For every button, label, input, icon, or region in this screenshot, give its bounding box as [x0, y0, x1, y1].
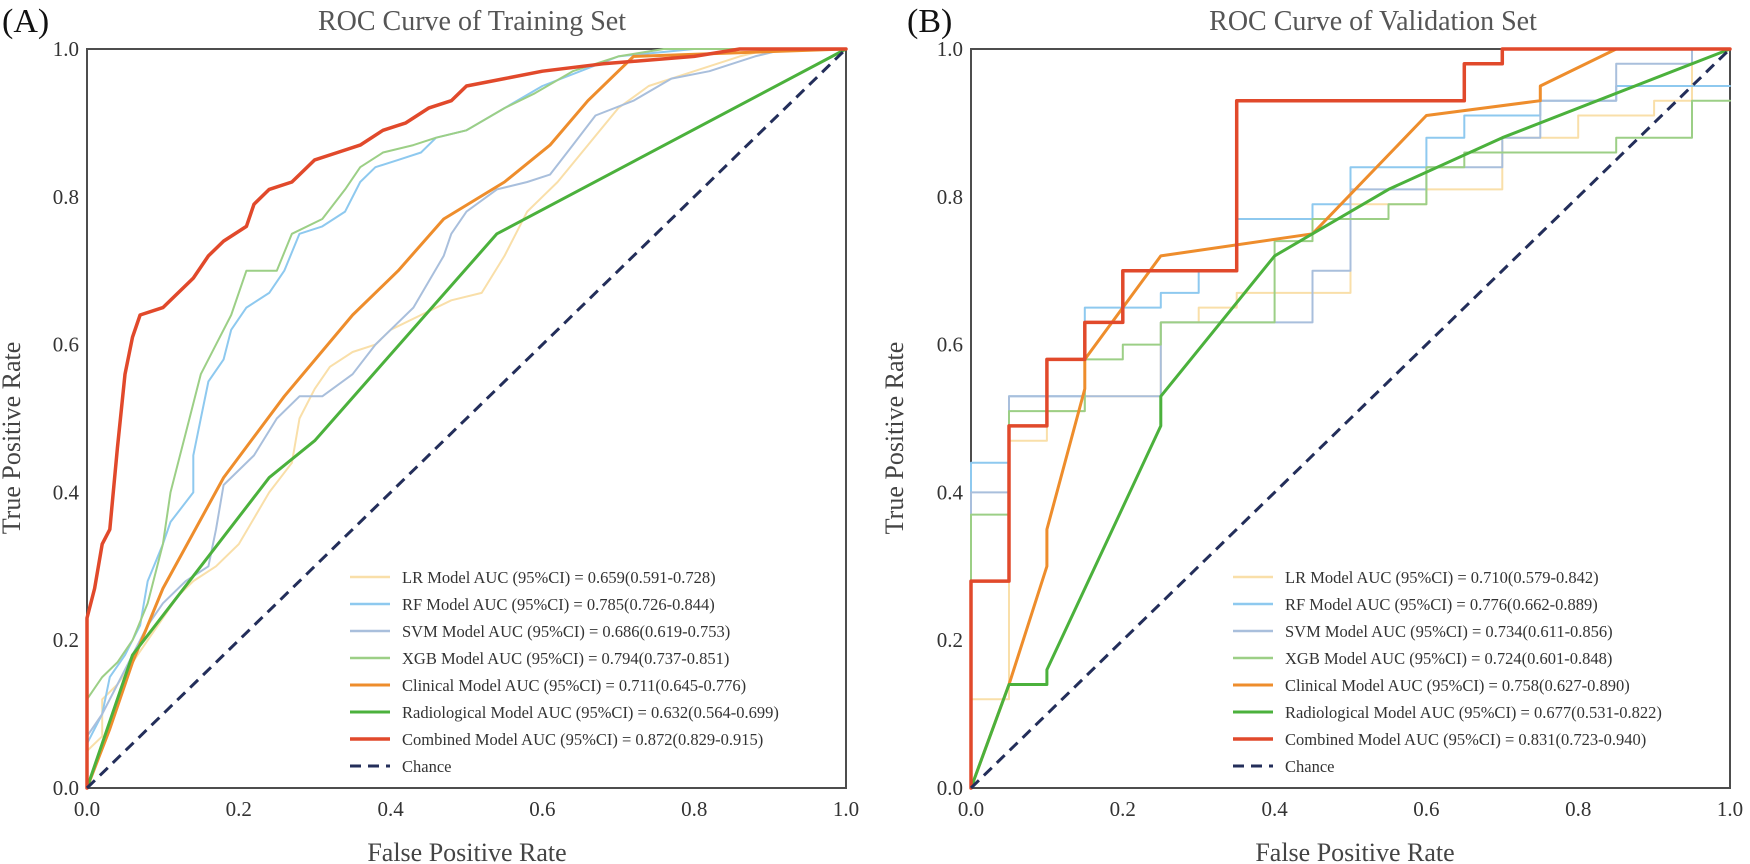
- x-tick-label: 0.0: [958, 797, 984, 821]
- legend-label-clinical: Clinical Model AUC (95%CI) = 0.758(0.627…: [1285, 676, 1630, 695]
- y-tick-label: 0.8: [937, 185, 963, 209]
- legend-label-svm: SVM Model AUC (95%CI) = 0.734(0.611-0.85…: [1285, 622, 1613, 641]
- training-roc-panel: (A) ROC Curve of Training Set False Posi…: [0, 3, 859, 864]
- roc-curve-lr: [86, 48, 847, 789]
- x-tick-label: 0.4: [377, 797, 404, 821]
- y-tick-label: 0.8: [53, 185, 79, 209]
- x-tick-label: 0.4: [1261, 797, 1288, 821]
- x-tick-label: 0.2: [1110, 797, 1136, 821]
- x-tick-label: 0.8: [1565, 797, 1591, 821]
- y-tick-label: 0.4: [53, 480, 80, 504]
- x-axis-label-training: False Positive Rate: [367, 838, 566, 864]
- legend-label-chance: Chance: [1285, 757, 1334, 776]
- legend-label-combined: Combined Model AUC (95%CI) = 0.872(0.829…: [402, 730, 763, 749]
- legend-label-lr: LR Model AUC (95%CI) = 0.710(0.579-0.842…: [1285, 568, 1599, 587]
- plot-frame: [970, 48, 1731, 789]
- x-tick-label: 1.0: [1717, 797, 1743, 821]
- x-tick-label: 0.8: [681, 797, 707, 821]
- y-tick-label: 0.4: [937, 480, 964, 504]
- chart-title-validation: ROC Curve of Validation Set: [1209, 6, 1537, 37]
- roc-curve-combined: [969, 47, 1732, 790]
- y-tick-label: 0.0: [53, 776, 79, 800]
- x-tick-label: 0.2: [226, 797, 252, 821]
- roc-curve-chance: [969, 47, 1732, 790]
- roc-curve-radiological: [85, 47, 848, 790]
- roc-curve-combined: [85, 47, 848, 790]
- legend-label-rf: RF Model AUC (95%CI) = 0.776(0.662-0.889…: [1285, 595, 1598, 614]
- validation-roc-panel: (B) ROC Curve of Validation Set False Po…: [880, 3, 1743, 864]
- legend-label-combined: Combined Model AUC (95%CI) = 0.831(0.723…: [1285, 730, 1646, 749]
- y-tick-label: 1.0: [937, 37, 963, 61]
- roc-curve-chance: [85, 47, 848, 790]
- legend-label-lr: LR Model AUC (95%CI) = 0.659(0.591-0.728…: [402, 568, 716, 587]
- roc-curve-radiological: [969, 47, 1732, 790]
- roc-curve-xgb: [86, 48, 847, 789]
- roc-curve-svm: [86, 48, 847, 789]
- legend: LR Model AUC (95%CI) = 0.659(0.591-0.728…: [350, 568, 779, 776]
- x-axis-label-validation: False Positive Rate: [1255, 838, 1454, 864]
- y-tick-label: 0.6: [53, 333, 79, 357]
- legend-label-xgb: XGB Model AUC (95%CI) = 0.724(0.601-0.84…: [1285, 649, 1612, 668]
- y-axis-label-training: True Positive Rate: [0, 342, 26, 535]
- y-tick-label: 1.0: [53, 37, 79, 61]
- x-tick-label: 1.0: [833, 797, 859, 821]
- chart-title-training: ROC Curve of Training Set: [318, 6, 626, 37]
- y-tick-label: 0.0: [937, 776, 963, 800]
- y-tick-label: 0.2: [53, 628, 79, 652]
- legend-label-radiological: Radiological Model AUC (95%CI) = 0.632(0…: [402, 703, 779, 722]
- y-axis-label-validation: True Positive Rate: [880, 342, 909, 535]
- y-tick-label: 0.6: [937, 333, 963, 357]
- legend-label-svm: SVM Model AUC (95%CI) = 0.686(0.619-0.75…: [402, 622, 730, 641]
- legend-label-clinical: Clinical Model AUC (95%CI) = 0.711(0.645…: [402, 676, 746, 695]
- roc-curve-lr: [970, 48, 1731, 789]
- panel-label-a: (A): [2, 3, 49, 40]
- legend-label-radiological: Radiological Model AUC (95%CI) = 0.677(0…: [1285, 703, 1662, 722]
- legend-label-xgb: XGB Model AUC (95%CI) = 0.794(0.737-0.85…: [402, 649, 729, 668]
- x-tick-label: 0.6: [1413, 797, 1439, 821]
- legend-label-chance: Chance: [402, 757, 451, 776]
- plot-frame: [86, 48, 847, 789]
- y-tick-label: 0.2: [937, 628, 963, 652]
- legend: LR Model AUC (95%CI) = 0.710(0.579-0.842…: [1233, 568, 1662, 776]
- x-tick-label: 0.6: [529, 797, 555, 821]
- roc-curve-xgb: [970, 99, 1731, 789]
- legend-label-rf: RF Model AUC (95%CI) = 0.785(0.726-0.844…: [402, 595, 715, 614]
- panel-label-b: (B): [907, 3, 952, 40]
- roc-curve-clinical: [969, 47, 1732, 790]
- x-tick-label: 0.0: [74, 797, 100, 821]
